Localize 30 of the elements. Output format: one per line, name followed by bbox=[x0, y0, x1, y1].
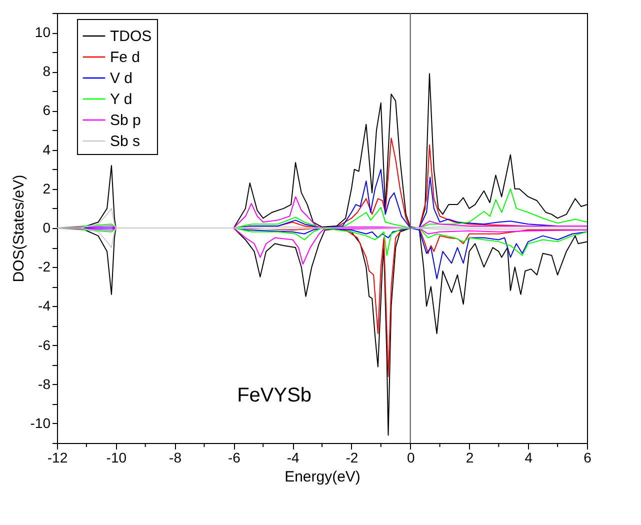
y-tick-label: -8 bbox=[38, 376, 51, 392]
x-tick-label: -2 bbox=[346, 450, 358, 466]
y-tick-label: 2 bbox=[42, 180, 51, 196]
y-axis-title: DOS(States/eV) bbox=[10, 174, 28, 282]
x-tick-label: 6 bbox=[584, 450, 592, 466]
y-tick-label: 4 bbox=[42, 141, 51, 158]
x-tick-label: 0 bbox=[406, 450, 415, 466]
x-tick-label: -8 bbox=[169, 450, 182, 466]
legend-label: Sb p bbox=[110, 112, 141, 129]
y-tick-label: -2 bbox=[38, 258, 51, 275]
x-tick-label: -12 bbox=[47, 450, 68, 466]
legend-label: Sb s bbox=[110, 133, 140, 150]
legend-label: TDOS bbox=[110, 28, 152, 45]
legend-label: Y d bbox=[110, 91, 132, 108]
annotation: FeVYSb bbox=[237, 384, 312, 407]
x-tick-label: 2 bbox=[466, 450, 474, 466]
y-tick-label: -6 bbox=[38, 336, 51, 353]
y-tick-label: -10 bbox=[30, 414, 51, 431]
y-tick-label: 8 bbox=[42, 63, 51, 80]
legend-label: Fe d bbox=[110, 49, 140, 66]
y-tick-label: 10 bbox=[34, 24, 51, 40]
y-tick-label: -4 bbox=[38, 298, 51, 314]
legend-label: V d bbox=[110, 70, 133, 87]
x-tick-label: 4 bbox=[524, 450, 533, 466]
x-tick-label: -6 bbox=[228, 450, 241, 466]
x-axis-title: Energy(eV) bbox=[284, 468, 360, 486]
y-tick-label: 0 bbox=[42, 220, 51, 236]
x-tick-label: -4 bbox=[286, 450, 300, 466]
y-tick-label: 6 bbox=[42, 102, 51, 118]
x-tick-label: -10 bbox=[106, 450, 127, 466]
